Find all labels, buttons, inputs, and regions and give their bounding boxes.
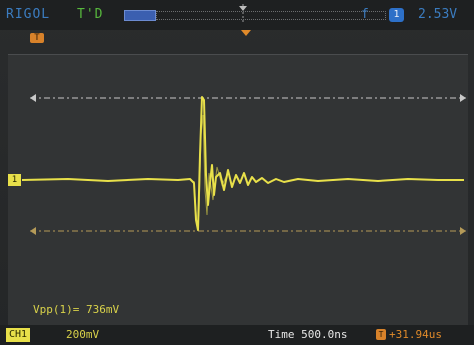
timebase-readout: Time 500.0ns <box>268 328 348 341</box>
ch1-trace <box>21 96 464 231</box>
channel-1-marker: 1 <box>8 174 21 186</box>
memory-depth-bar <box>124 10 156 21</box>
run-state: T'D <box>77 7 104 22</box>
trigger-level: 2.53V <box>418 7 458 22</box>
waveform-display <box>21 94 466 235</box>
upper-cursor-right-arrow <box>460 94 466 102</box>
lower-cursor-right-arrow <box>460 227 466 235</box>
trigger-channel-badge: 1 <box>389 8 404 22</box>
brand-label: RIGOL <box>6 7 51 22</box>
status-bar: RIGOL T'D f 1 2.53V <box>0 0 474 30</box>
trigger-time-marker: T <box>30 33 44 43</box>
trigger-offset-icon: T <box>376 329 386 340</box>
trigger-offset: +31.94us <box>389 328 442 341</box>
trigger-position-icon <box>239 4 247 24</box>
trigger-edge-icon: f <box>361 7 369 22</box>
lower-cursor-left-arrow <box>30 227 36 235</box>
waveform-grid <box>8 54 468 325</box>
trigger-pointer-icon <box>241 30 251 36</box>
channel-1-scale: 200mV <box>66 328 100 341</box>
vpp-measurement: Vpp(1)= 736mV <box>33 303 120 316</box>
bottom-status-bar <box>0 325 474 345</box>
ch1-trace-ghost <box>193 114 228 226</box>
memory-position-track <box>156 11 386 20</box>
channel-1-label: CH1 <box>6 328 31 342</box>
upper-cursor-left-arrow <box>30 94 36 102</box>
